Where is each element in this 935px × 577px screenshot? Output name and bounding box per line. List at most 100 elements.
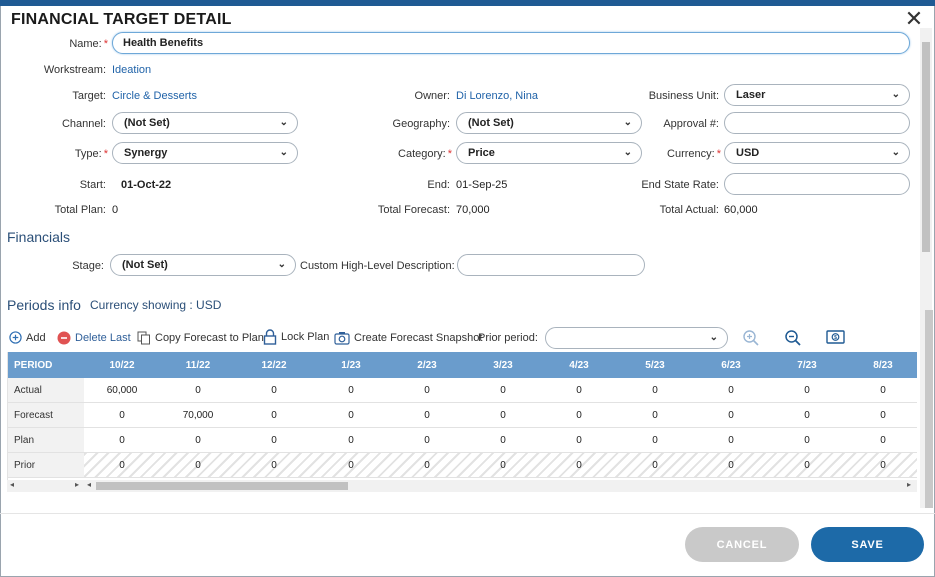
- row-label: Forecast: [8, 403, 84, 427]
- business-unit-select[interactable]: Laser ⌄: [724, 84, 910, 106]
- table-cell[interactable]: 0: [348, 385, 354, 396]
- geography-label: Geography:: [392, 118, 450, 130]
- table-cell[interactable]: 60,000: [106, 385, 138, 396]
- prior-period-select[interactable]: ⌄: [545, 327, 728, 349]
- description-input[interactable]: [457, 254, 645, 276]
- end-value[interactable]: 01-Sep-25: [456, 179, 508, 191]
- currency-label: Currency: *: [667, 148, 721, 160]
- scroll-right-icon[interactable]: ▸: [75, 480, 80, 489]
- end-state-rate-label: End State Rate:: [641, 179, 719, 191]
- workstream-label: Workstream:: [43, 64, 106, 76]
- column-header: 2/23: [417, 360, 437, 371]
- table-cell[interactable]: 0: [652, 385, 658, 396]
- row-label: Actual: [8, 378, 84, 402]
- lock-plan-button[interactable]: Lock Plan: [263, 329, 329, 345]
- table-cell[interactable]: 0: [804, 410, 810, 421]
- table-cell[interactable]: 0: [424, 410, 430, 421]
- zoom-in-icon[interactable]: [742, 329, 760, 347]
- table-cell[interactable]: 0: [576, 385, 582, 396]
- chevron-down-icon: ⌄: [279, 117, 288, 128]
- scroll-left-icon[interactable]: ◂: [87, 480, 92, 489]
- table-cell: 0: [576, 460, 582, 471]
- table-cell[interactable]: 0: [271, 410, 277, 421]
- row-label: Plan: [8, 428, 84, 452]
- total-plan-label: Total Plan:: [54, 204, 106, 216]
- scrollbar-thumb[interactable]: [922, 42, 930, 252]
- type-select[interactable]: Synergy ⌄: [112, 142, 298, 164]
- table-row: Actual 60,000 0 0 0 0 0 0 0 0 0 0: [8, 378, 917, 403]
- table-cell[interactable]: 0: [500, 435, 506, 446]
- table-cell: 0: [500, 460, 506, 471]
- camera-icon: [334, 332, 350, 345]
- table-cell[interactable]: 0: [804, 435, 810, 446]
- table-cell[interactable]: 0: [424, 385, 430, 396]
- copy-forecast-button[interactable]: Copy Forecast to Plan: [137, 331, 264, 345]
- table-cell[interactable]: 0: [652, 410, 658, 421]
- chevron-down-icon: ⌄: [709, 332, 718, 343]
- table-cell[interactable]: 0: [500, 385, 506, 396]
- stage-select[interactable]: (Not Set) ⌄: [110, 254, 296, 276]
- table-cell[interactable]: 0: [576, 435, 582, 446]
- table-cell[interactable]: 0: [348, 410, 354, 421]
- column-header: 4/23: [569, 360, 589, 371]
- table-cell: 0: [195, 460, 201, 471]
- table-cell: 0: [424, 460, 430, 471]
- grid-header: PERIOD 10/22 11/22 12/22 1/23 2/23 3/23 4/23 5/2…: [8, 352, 917, 378]
- delete-last-button[interactable]: Delete Last: [57, 331, 131, 345]
- vertical-scrollbar[interactable]: [925, 310, 933, 508]
- start-label: Start:: [79, 179, 106, 191]
- table-cell[interactable]: 0: [728, 385, 734, 396]
- column-header: 6/23: [721, 360, 741, 371]
- table-cell[interactable]: 0: [728, 410, 734, 421]
- name-input[interactable]: [112, 32, 910, 54]
- table-cell[interactable]: 0: [119, 435, 125, 446]
- close-icon[interactable]: ✕: [904, 6, 924, 31]
- horizontal-scrollbar[interactable]: ◂ ▸ ◂ ▸: [7, 480, 917, 492]
- scroll-left-icon[interactable]: ◂: [10, 480, 15, 489]
- table-cell[interactable]: 0: [880, 385, 886, 396]
- table-cell[interactable]: 0: [119, 410, 125, 421]
- table-cell[interactable]: 0: [195, 435, 201, 446]
- table-cell[interactable]: 0: [500, 410, 506, 421]
- table-cell[interactable]: 0: [880, 410, 886, 421]
- table-cell[interactable]: 0: [424, 435, 430, 446]
- target-link[interactable]: Circle & Desserts: [112, 90, 197, 102]
- channel-select[interactable]: (Not Set) ⌄: [112, 112, 298, 134]
- geography-select[interactable]: (Not Set) ⌄: [456, 112, 642, 134]
- table-cell[interactable]: 0: [804, 385, 810, 396]
- svg-text:$: $: [834, 335, 837, 341]
- table-cell[interactable]: 0: [271, 385, 277, 396]
- table-cell[interactable]: 0: [880, 435, 886, 446]
- table-cell[interactable]: 70,000: [182, 410, 214, 421]
- table-cell[interactable]: 0: [652, 435, 658, 446]
- zoom-out-icon[interactable]: [784, 329, 802, 347]
- workstream-link[interactable]: Ideation: [112, 64, 152, 76]
- prior-period-label: Prior period:: [478, 332, 538, 344]
- save-button[interactable]: SAVE: [811, 527, 924, 562]
- table-cell[interactable]: 0: [195, 385, 201, 396]
- approval-input[interactable]: [724, 112, 910, 134]
- cancel-button[interactable]: CANCEL: [685, 527, 799, 562]
- footer-divider: [0, 513, 935, 514]
- delete-circle-icon: [57, 331, 71, 345]
- chevron-down-icon: ⌄: [891, 89, 900, 100]
- table-row: Forecast 0 70,000 0 0 0 0 0 0 0 0 0: [8, 403, 917, 428]
- currency-toggle-icon[interactable]: $: [826, 330, 845, 344]
- column-header: 1/23: [341, 360, 361, 371]
- column-header: 5/23: [645, 360, 665, 371]
- description-label: Custom High-Level Description:: [300, 260, 455, 272]
- scroll-right-icon[interactable]: ▸: [907, 480, 912, 489]
- table-cell[interactable]: 0: [348, 435, 354, 446]
- create-snapshot-button[interactable]: Create Forecast Snapshot: [334, 331, 482, 345]
- scrollbar-thumb[interactable]: [96, 482, 348, 490]
- approval-label: Approval #:: [663, 118, 719, 130]
- table-cell[interactable]: 0: [728, 435, 734, 446]
- currency-select[interactable]: USD ⌄: [724, 142, 910, 164]
- add-button[interactable]: Add: [9, 331, 46, 344]
- table-cell[interactable]: 0: [576, 410, 582, 421]
- table-cell[interactable]: 0: [271, 435, 277, 446]
- category-select[interactable]: Price ⌄: [456, 142, 642, 164]
- end-state-rate-input[interactable]: [724, 173, 910, 195]
- owner-link[interactable]: Di Lorenzo, Nina: [456, 90, 538, 102]
- start-value[interactable]: 01-Oct-22: [121, 179, 172, 191]
